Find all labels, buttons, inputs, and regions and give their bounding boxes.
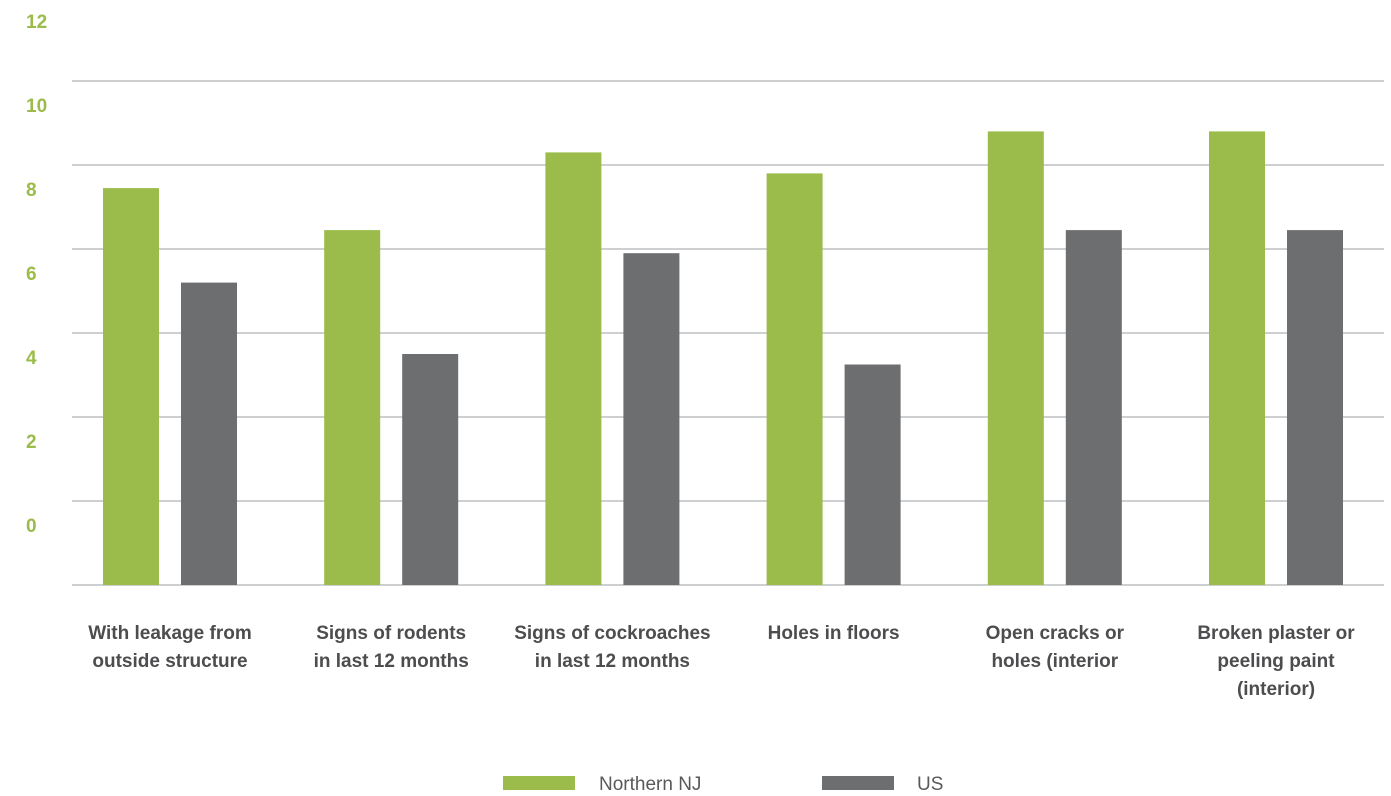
y-tick-label: 10 xyxy=(26,96,47,117)
legend-swatch xyxy=(822,776,894,790)
bars xyxy=(103,131,1343,585)
legend-swatch xyxy=(503,776,575,790)
y-tick-label: 0 xyxy=(26,516,37,537)
bar-northern-nj xyxy=(103,188,159,585)
x-tick-label: Open cracks or xyxy=(986,623,1125,644)
bar-us xyxy=(1287,230,1343,585)
bar-us xyxy=(181,282,237,585)
y-tick-label: 6 xyxy=(26,264,37,285)
y-tick-label: 8 xyxy=(26,180,37,201)
y-tick-label: 4 xyxy=(26,348,37,369)
y-axis-ticks: 12 10 8 6 4 2 0 xyxy=(26,12,47,537)
bar-northern-nj xyxy=(545,152,602,585)
x-tick-label: Signs of cockroaches xyxy=(514,623,710,644)
x-tick-label: in last 12 months xyxy=(314,651,469,672)
x-tick-label: Signs of rodents xyxy=(316,623,466,644)
bar-us xyxy=(844,364,901,585)
y-tick-label: 12 xyxy=(26,12,47,33)
x-tick-label: in last 12 months xyxy=(535,651,690,672)
bar-northern-nj xyxy=(766,173,823,585)
legend-label: US xyxy=(917,774,943,795)
legend-label: Northern NJ xyxy=(599,774,701,795)
x-tick-label: Broken plaster or xyxy=(1197,623,1355,644)
x-tick-label: outside structure xyxy=(92,651,247,672)
x-tick-label: holes (interior xyxy=(991,651,1118,672)
x-tick-label: (interior) xyxy=(1237,679,1315,700)
bar-us xyxy=(623,253,680,585)
legend: Northern NJ US xyxy=(503,774,943,795)
x-tick-label: peeling paint xyxy=(1217,651,1335,672)
bar-northern-nj xyxy=(1209,131,1265,585)
bar-us xyxy=(402,354,459,585)
bar-us xyxy=(1065,230,1122,585)
x-tick-label: Holes in floors xyxy=(768,623,900,644)
x-tick-label: With leakage from xyxy=(88,623,251,644)
bar-northern-nj xyxy=(987,131,1044,585)
x-axis-labels: With leakage from outside structure Signs … xyxy=(88,623,1355,700)
gridlines xyxy=(72,80,1384,586)
bar-northern-nj xyxy=(324,230,381,585)
y-tick-label: 2 xyxy=(26,432,37,453)
